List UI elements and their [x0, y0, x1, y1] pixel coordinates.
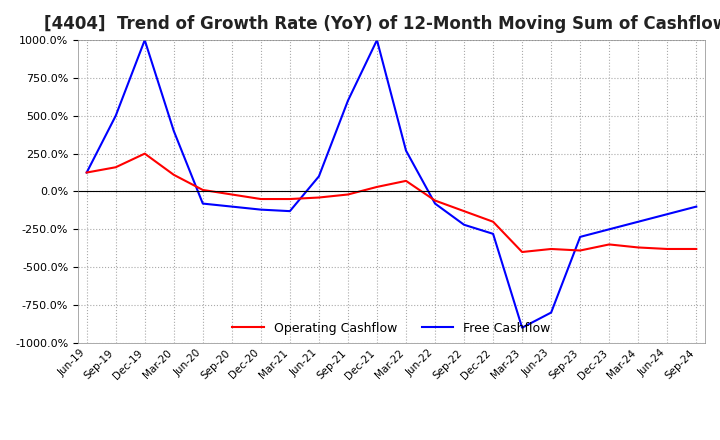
Free Cashflow — [315, 174, 323, 179]
Free Cashflow — [402, 148, 410, 153]
Operating Cashflow — [199, 187, 207, 193]
Operating Cashflow — [140, 151, 149, 156]
Free Cashflow — [634, 219, 642, 224]
Operating Cashflow — [112, 165, 120, 170]
Operating Cashflow — [460, 209, 469, 214]
Operating Cashflow — [286, 196, 294, 202]
Operating Cashflow — [373, 184, 382, 190]
Free Cashflow — [489, 231, 498, 236]
Title: [4404]  Trend of Growth Rate (YoY) of 12-Month Moving Sum of Cashflows: [4404] Trend of Growth Rate (YoY) of 12-… — [45, 15, 720, 33]
Operating Cashflow — [431, 198, 439, 203]
Free Cashflow — [286, 209, 294, 214]
Operating Cashflow — [692, 246, 701, 252]
Free Cashflow — [199, 201, 207, 206]
Operating Cashflow — [518, 249, 526, 255]
Line: Free Cashflow: Free Cashflow — [86, 40, 696, 328]
Operating Cashflow — [82, 170, 91, 175]
Free Cashflow — [373, 37, 382, 43]
Operating Cashflow — [402, 178, 410, 183]
Free Cashflow — [431, 201, 439, 206]
Free Cashflow — [576, 234, 585, 239]
Operating Cashflow — [605, 242, 613, 247]
Free Cashflow — [112, 113, 120, 118]
Free Cashflow — [82, 170, 91, 175]
Operating Cashflow — [256, 196, 265, 202]
Operating Cashflow — [489, 219, 498, 224]
Free Cashflow — [692, 204, 701, 209]
Operating Cashflow — [576, 248, 585, 253]
Operating Cashflow — [634, 245, 642, 250]
Free Cashflow — [663, 212, 672, 217]
Free Cashflow — [256, 207, 265, 212]
Legend: Operating Cashflow, Free Cashflow: Operating Cashflow, Free Cashflow — [228, 317, 556, 340]
Operating Cashflow — [663, 246, 672, 252]
Free Cashflow — [140, 37, 149, 43]
Operating Cashflow — [228, 192, 236, 197]
Free Cashflow — [460, 222, 469, 227]
Operating Cashflow — [343, 192, 352, 197]
Free Cashflow — [546, 310, 555, 315]
Free Cashflow — [169, 128, 178, 134]
Free Cashflow — [605, 227, 613, 232]
Free Cashflow — [343, 98, 352, 103]
Operating Cashflow — [169, 172, 178, 177]
Free Cashflow — [518, 325, 526, 330]
Free Cashflow — [228, 204, 236, 209]
Operating Cashflow — [315, 195, 323, 200]
Line: Operating Cashflow: Operating Cashflow — [86, 154, 696, 252]
Operating Cashflow — [546, 246, 555, 252]
